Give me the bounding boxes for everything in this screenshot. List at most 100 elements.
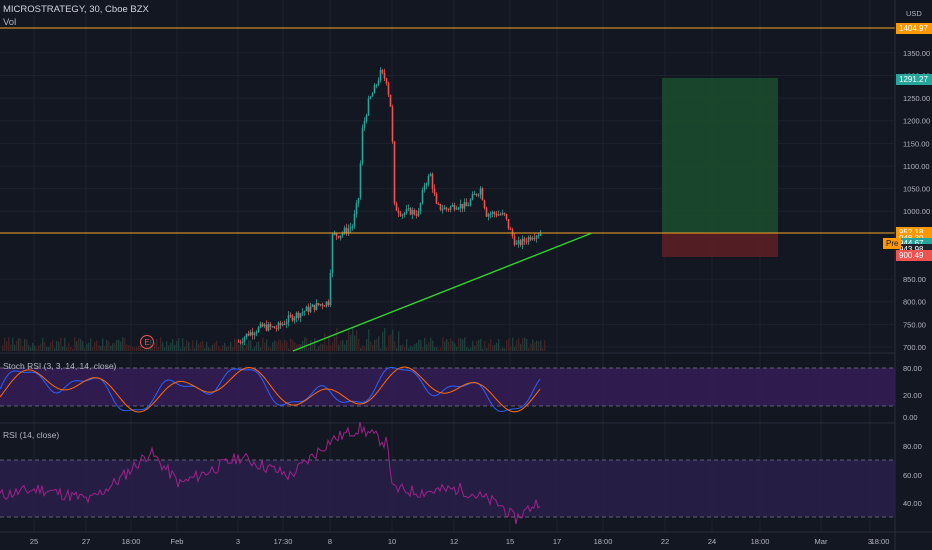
volume-bar — [48, 346, 50, 351]
candle-body — [413, 209, 416, 215]
candle-body — [483, 200, 486, 209]
volume-bar — [348, 330, 350, 351]
candle-body — [419, 203, 422, 212]
candle-body — [381, 69, 384, 73]
long-position-target-zone[interactable] — [662, 78, 778, 233]
volume-bar — [220, 348, 222, 351]
candle-body — [367, 98, 370, 116]
volume-bar — [358, 338, 360, 351]
candle-body — [279, 322, 282, 326]
candle-body — [355, 203, 358, 215]
volume-bar — [538, 341, 540, 351]
candle-body — [503, 212, 506, 214]
time-axis-tick: 17 — [553, 537, 561, 546]
candle-body — [513, 236, 516, 245]
volume-legend[interactable]: Vol — [3, 17, 16, 29]
candle-body — [339, 235, 342, 238]
candle-body — [269, 324, 272, 327]
volume-bar — [264, 342, 266, 351]
volume-bar — [290, 338, 292, 351]
trendline[interactable] — [292, 232, 593, 352]
volume-bar — [386, 347, 388, 351]
volume-bar — [416, 342, 418, 351]
time-axis-tick: 3 — [236, 537, 240, 546]
volume-bar — [94, 341, 96, 351]
candle-body — [463, 202, 466, 209]
candle-body — [243, 337, 246, 342]
volume-bar — [32, 342, 34, 351]
candle-body — [321, 304, 324, 306]
volume-bar — [542, 348, 544, 351]
candle-body — [255, 332, 258, 334]
volume-bar — [276, 341, 278, 351]
volume-bar — [502, 347, 504, 351]
volume-bar — [408, 348, 410, 351]
volume-bar — [46, 346, 48, 351]
candle-body — [405, 209, 408, 214]
candle-body — [501, 212, 504, 215]
candle-body — [375, 84, 378, 86]
volume-bar — [472, 340, 474, 351]
price-axis-tick: 700.00 — [903, 343, 926, 352]
volume-bar — [218, 346, 220, 351]
candle-body — [333, 233, 336, 235]
volume-bar — [424, 337, 426, 351]
volume-bar — [436, 346, 438, 351]
candle-body — [515, 243, 518, 245]
volume-bar — [262, 337, 264, 351]
volume-bar — [430, 337, 432, 351]
rsi-legend[interactable]: RSI (14, close) — [3, 429, 59, 441]
candle-body — [455, 208, 458, 210]
volume-bar — [508, 338, 510, 351]
volume-bar — [474, 345, 476, 351]
stoch-rsi-legend[interactable]: Stoch RSI (3, 3, 14, 14, close) — [3, 360, 116, 372]
time-axis-tick: 18:00 — [871, 537, 890, 546]
candlesticks[interactable] — [237, 67, 542, 346]
volume-bar — [58, 341, 60, 351]
price-axis[interactable]: 1350.001300.001250.001200.001150.001100.… — [903, 49, 930, 352]
candle-body — [443, 207, 446, 210]
candle-body — [429, 174, 432, 177]
volume-bar — [240, 342, 242, 351]
volume-bar — [72, 348, 74, 351]
stoch-rsi-d-line[interactable] — [0, 366, 541, 413]
stoch-rsi-k-line[interactable] — [0, 367, 541, 413]
volume-bar — [86, 343, 88, 351]
volume-bar — [22, 346, 24, 351]
candle-body — [309, 306, 312, 312]
volume-bar — [2, 345, 4, 351]
candle-body — [347, 228, 350, 233]
candle-body — [493, 212, 496, 214]
volume-bar — [116, 340, 118, 351]
volume-bar — [244, 347, 246, 351]
volume-bar — [354, 335, 356, 351]
candle-body — [449, 206, 452, 210]
volume-bar — [50, 342, 52, 351]
volume-bar — [426, 344, 428, 351]
candle-body — [519, 240, 522, 246]
volume-bar — [216, 340, 218, 351]
volume-bar — [76, 341, 78, 351]
symbol-legend[interactable]: MICROSTRATEGY, 30, Cboe BZX — [3, 4, 149, 16]
volume-bar — [40, 343, 42, 351]
time-axis[interactable]: 25 27 18:00 Feb 3 17:30 8 10 12 15 17 18:00 22 24 18:0… — [30, 537, 890, 546]
volume-bar — [332, 342, 334, 351]
volume-bar — [310, 340, 312, 351]
candle-body — [287, 315, 290, 323]
candle-body — [533, 238, 536, 240]
volume-bar — [80, 339, 82, 351]
candle-body — [475, 193, 478, 196]
long-position-stop-zone[interactable] — [662, 233, 778, 257]
volume-bar — [480, 338, 482, 351]
candle-body — [317, 303, 320, 305]
volume-bar — [184, 346, 186, 351]
volume-bar — [270, 348, 272, 351]
stoch-rsi-label: Stoch RSI (3, 3, 14, 14, close) — [3, 361, 117, 371]
price-axis-tick: 850.00 — [903, 275, 926, 284]
volume-bar — [242, 344, 244, 351]
earnings-marker[interactable]: E — [140, 335, 154, 349]
rsi-line[interactable] — [0, 421, 541, 525]
volume-bar — [176, 341, 178, 351]
